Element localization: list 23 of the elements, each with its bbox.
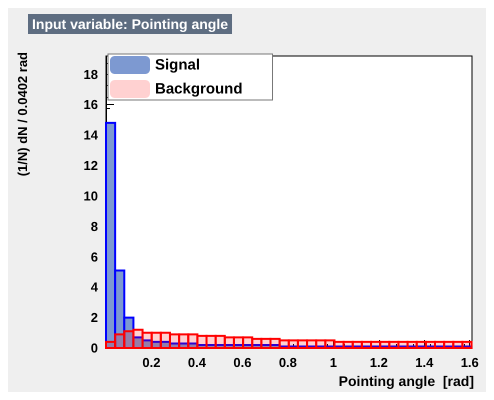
- x-tick-label: 0.8: [278, 355, 297, 370]
- y-tick-label: 6: [90, 249, 98, 264]
- x-tick-label: 0.4: [188, 355, 207, 370]
- x-tick-label: 1.4: [415, 355, 434, 370]
- x-tick-label: 1.2: [370, 355, 388, 370]
- y-tick-label: 8: [90, 218, 98, 234]
- chart-title: Input variable: Pointing angle: [32, 16, 228, 32]
- y-tick-label: 10: [84, 188, 98, 204]
- y-tick-label: 0: [90, 340, 98, 356]
- y-tick-label: 2: [90, 310, 98, 326]
- y-tick-label: 18: [84, 66, 98, 82]
- y-axis-title: (1/N) dN / 0.0402 rad: [15, 52, 30, 176]
- y-tick-label: 16: [84, 97, 98, 112]
- legend-label: Background: [155, 80, 243, 98]
- x-tick-label: 0.2: [142, 355, 161, 370]
- x-tick-label: 1.6: [460, 355, 479, 370]
- x-tick-label: 1: [330, 355, 337, 370]
- x-axis-title: Pointing angle [rad]: [338, 373, 474, 389]
- legend-label: Signal: [155, 56, 200, 74]
- y-tick-label: 12: [84, 158, 98, 173]
- x-tick-label: 0.6: [233, 355, 252, 370]
- y-tick-label: 14: [84, 128, 99, 143]
- y-tick-label: 4: [90, 280, 99, 295]
